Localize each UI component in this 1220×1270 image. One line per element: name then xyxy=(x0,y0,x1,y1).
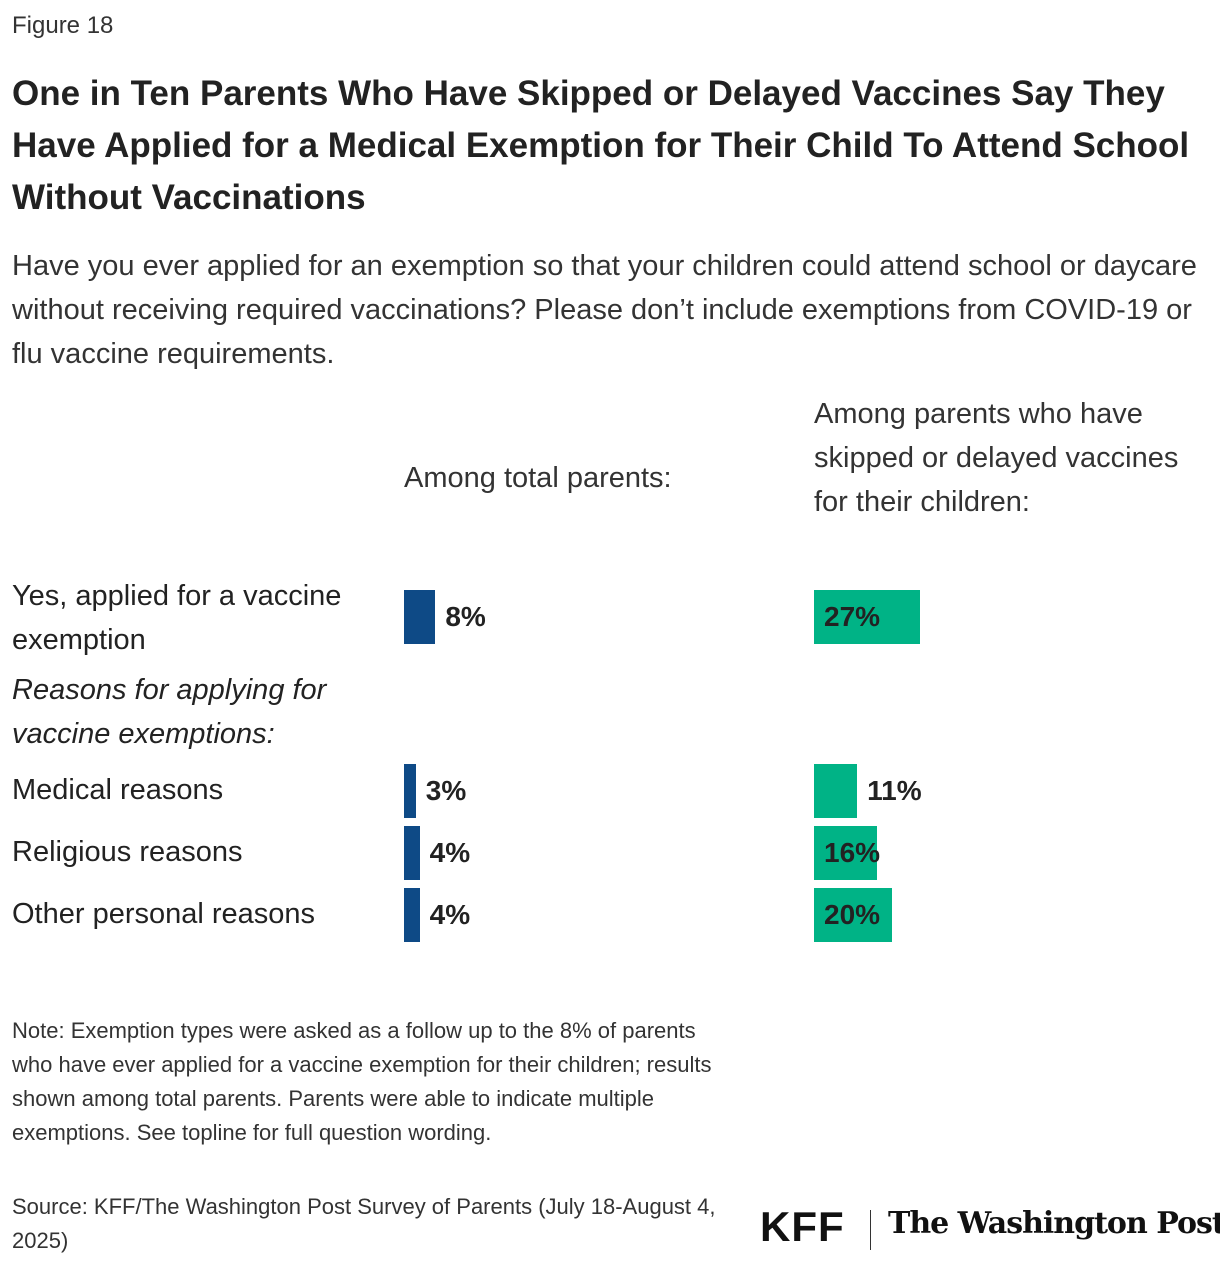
category-label: Yes, applied for a vaccine exemption xyxy=(12,580,342,656)
data-label: 27% xyxy=(824,601,881,632)
divider xyxy=(870,1210,871,1250)
data-label: 3% xyxy=(425,775,467,806)
bar xyxy=(404,888,420,942)
source: Source: KFF/The Washington Post Survey o… xyxy=(12,1194,716,1253)
bar xyxy=(404,590,436,644)
bar xyxy=(814,764,858,818)
bar xyxy=(814,590,920,644)
logo: The Washington Post xyxy=(888,1206,1220,1241)
data-label: 16% xyxy=(824,837,881,868)
series-header: Among parents who have skipped or delaye… xyxy=(814,398,1179,518)
data-label: 20% xyxy=(824,899,881,930)
figure-label: Figure 18 xyxy=(12,12,114,39)
group-label: Reasons for applying for vaccine exempti… xyxy=(12,674,327,750)
category-label: Medical reasons xyxy=(12,774,224,806)
bar xyxy=(404,826,420,880)
data-label: 4% xyxy=(429,837,471,868)
data-label: 4% xyxy=(429,899,471,930)
category-label: Religious reasons xyxy=(12,836,243,868)
logo: KFF xyxy=(760,1203,845,1250)
bar xyxy=(404,764,416,818)
bar xyxy=(814,826,877,880)
category-label: Other personal reasons xyxy=(12,898,316,930)
chart-subtitle: Have you ever applied for an exemption s… xyxy=(12,250,1197,370)
series-header: Among total parents: xyxy=(404,462,672,494)
bar xyxy=(814,888,893,942)
note: Note: Exemption types were asked as a fo… xyxy=(12,1018,712,1145)
chart-title: One in Ten Parents Who Have Skipped or D… xyxy=(12,74,1190,217)
data-label: 8% xyxy=(445,601,486,632)
data-label: 11% xyxy=(867,775,922,806)
